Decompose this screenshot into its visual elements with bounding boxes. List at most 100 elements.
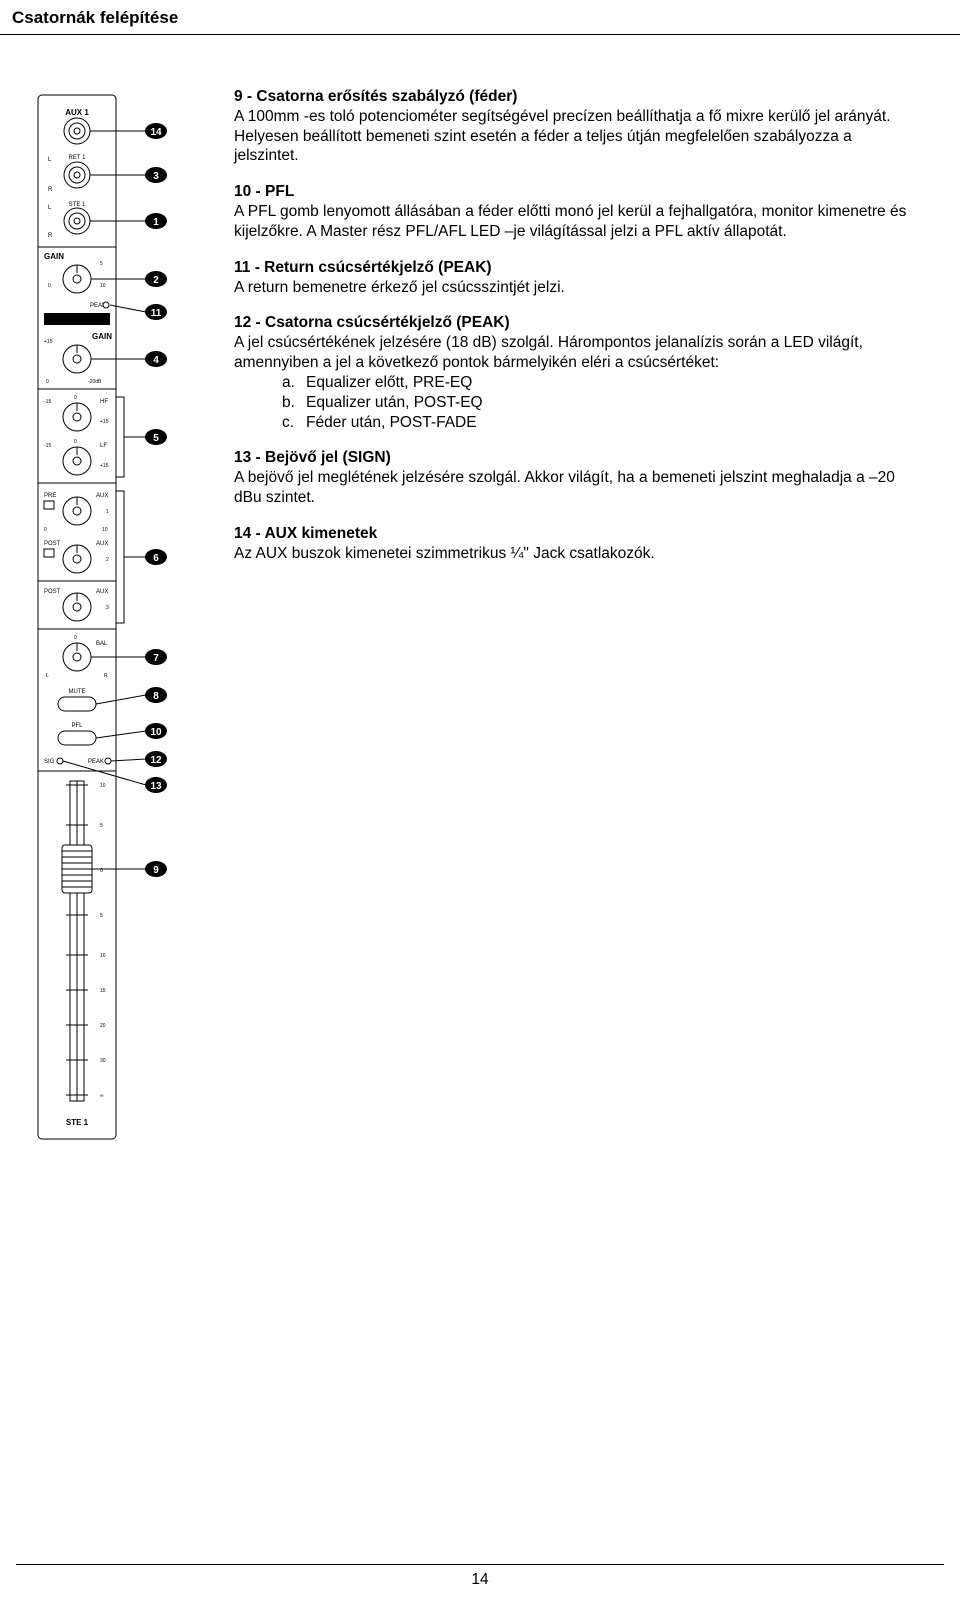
section-10: 10 - PFL A PFL gomb lenyomott állásában … xyxy=(234,182,920,241)
svg-text:AUX: AUX xyxy=(96,589,108,595)
svg-text:5: 5 xyxy=(153,433,159,444)
list-item: a. Equalizer előtt, PRE-EQ xyxy=(282,373,920,393)
diagram-column: .st { stroke:#000; stroke-width:1; fill:… xyxy=(30,87,180,1152)
svg-text:L: L xyxy=(48,157,52,163)
svg-text:HF: HF xyxy=(100,399,108,405)
section-body: A 100mm -es toló potenciométer segítségé… xyxy=(234,107,920,166)
section-title: 11 - Return csúcsértékjelző (PEAK) xyxy=(234,258,920,278)
svg-text:5: 5 xyxy=(100,823,103,829)
svg-text:1: 1 xyxy=(153,217,159,228)
svg-text:RET 1: RET 1 xyxy=(69,318,87,324)
section-13: 13 - Bejövő jel (SIGN) A bejövő jel megl… xyxy=(234,448,920,507)
section-title: 12 - Csatorna csúcsértékjelző (PEAK) xyxy=(234,313,920,333)
section-9: 9 - Csatorna erősítés szabályzó (féder) … xyxy=(234,87,920,166)
svg-text:10: 10 xyxy=(100,283,106,289)
svg-text:AUX: AUX xyxy=(96,493,108,499)
svg-text:0: 0 xyxy=(74,635,77,641)
section-12: 12 - Csatorna csúcsértékjelző (PEAK) A j… xyxy=(234,313,920,432)
svg-text:RET 1: RET 1 xyxy=(69,155,87,161)
svg-text:12: 12 xyxy=(150,755,162,766)
svg-text:0: 0 xyxy=(74,439,77,445)
svg-text:9: 9 xyxy=(153,865,159,876)
svg-text:R: R xyxy=(48,233,53,239)
svg-text:0: 0 xyxy=(74,395,77,401)
section-body: A return bemenetre érkező jel csúcsszint… xyxy=(234,278,920,298)
svg-text:10: 10 xyxy=(150,727,162,738)
svg-text:L: L xyxy=(48,205,52,211)
section-body: A bejövő jel meglétének jelzésére szolgá… xyxy=(234,468,920,508)
section-11: 11 - Return csúcsértékjelző (PEAK) A ret… xyxy=(234,258,920,298)
svg-text:SIG: SIG xyxy=(44,759,55,765)
text-column: 9 - Csatorna erősítés szabályzó (féder) … xyxy=(234,87,920,1152)
svg-text:2: 2 xyxy=(106,557,109,563)
svg-text:∞: ∞ xyxy=(100,1093,104,1099)
svg-text:R: R xyxy=(104,673,108,679)
section-list: a. Equalizer előtt, PRE-EQ b. Equalizer … xyxy=(234,373,920,432)
svg-text:PFL: PFL xyxy=(71,723,83,729)
svg-text:LF: LF xyxy=(100,443,107,449)
svg-text:10: 10 xyxy=(100,783,106,789)
page-number: 14 xyxy=(16,1564,944,1589)
list-label: a. xyxy=(282,373,306,393)
svg-text:POST: POST xyxy=(44,541,61,547)
svg-text:STE 1: STE 1 xyxy=(66,1118,89,1127)
section-14: 14 - AUX kimenetek Az AUX buszok kimenet… xyxy=(234,524,920,564)
svg-text:5: 5 xyxy=(100,261,103,267)
svg-text:1: 1 xyxy=(106,509,109,515)
svg-text:STE 1: STE 1 xyxy=(69,202,86,208)
section-body: A PFL gomb lenyomott állásában a féder e… xyxy=(234,202,920,242)
svg-text:GAIN: GAIN xyxy=(44,252,64,261)
svg-text:AUX 1: AUX 1 xyxy=(65,108,89,117)
section-title: 10 - PFL xyxy=(234,182,920,202)
svg-text:14: 14 xyxy=(150,127,162,138)
list-label: b. xyxy=(282,393,306,413)
svg-text:3: 3 xyxy=(106,605,109,611)
list-text: Féder után, POST-FADE xyxy=(306,413,477,433)
svg-text:R: R xyxy=(48,187,53,193)
svg-text:0: 0 xyxy=(48,283,51,289)
svg-text:MUTE: MUTE xyxy=(69,689,86,695)
section-title: 14 - AUX kimenetek xyxy=(234,524,920,544)
section-body: A jel csúcsértékének jelzésére (18 dB) s… xyxy=(234,333,920,373)
svg-text:PRE: PRE xyxy=(44,493,56,499)
svg-text:15: 15 xyxy=(100,988,106,994)
svg-text:2: 2 xyxy=(153,275,159,286)
svg-text:30: 30 xyxy=(100,1058,106,1064)
svg-text:+15: +15 xyxy=(100,463,109,469)
list-text: Equalizer után, POST-EQ xyxy=(306,393,483,413)
page-body: .st { stroke:#000; stroke-width:1; fill:… xyxy=(0,35,960,1152)
list-item: b. Equalizer után, POST-EQ xyxy=(282,393,920,413)
svg-text:7: 7 xyxy=(153,653,159,664)
list-item: c. Féder után, POST-FADE xyxy=(282,413,920,433)
svg-text:11: 11 xyxy=(151,308,162,319)
list-text: Equalizer előtt, PRE-EQ xyxy=(306,373,472,393)
svg-text:13: 13 xyxy=(150,781,162,792)
page-header: Csatornák felépítése xyxy=(0,0,960,35)
svg-text:8: 8 xyxy=(153,691,159,702)
page-title: Csatornák felépítése xyxy=(12,8,178,27)
svg-text:3: 3 xyxy=(153,171,159,182)
svg-text:0: 0 xyxy=(44,527,47,533)
svg-text:PEAK: PEAK xyxy=(88,759,104,765)
svg-text:4: 4 xyxy=(153,355,159,366)
svg-text:GAIN: GAIN xyxy=(92,332,112,341)
svg-text:-20dB: -20dB xyxy=(88,379,102,385)
channel-strip-diagram: .st { stroke:#000; stroke-width:1; fill:… xyxy=(30,87,180,1147)
section-title: 9 - Csatorna erősítés szabályzó (féder) xyxy=(234,87,920,107)
svg-text:POST: POST xyxy=(44,589,61,595)
svg-text:5: 5 xyxy=(100,913,103,919)
svg-text:-15: -15 xyxy=(44,443,51,449)
svg-text:10: 10 xyxy=(102,527,108,533)
svg-text:20: 20 xyxy=(100,1023,106,1029)
svg-text:6: 6 xyxy=(153,553,159,564)
section-body: Az AUX buszok kimenetei szimmetrikus ¼" … xyxy=(234,544,920,564)
svg-text:+15: +15 xyxy=(44,339,53,345)
svg-text:10: 10 xyxy=(100,953,106,959)
svg-text:0: 0 xyxy=(46,379,49,385)
list-label: c. xyxy=(282,413,306,433)
svg-text:BAL: BAL xyxy=(96,641,108,647)
svg-text:AUX: AUX xyxy=(96,541,108,547)
svg-text:L: L xyxy=(46,673,49,679)
svg-text:-15: -15 xyxy=(44,399,51,405)
section-title: 13 - Bejövő jel (SIGN) xyxy=(234,448,920,468)
